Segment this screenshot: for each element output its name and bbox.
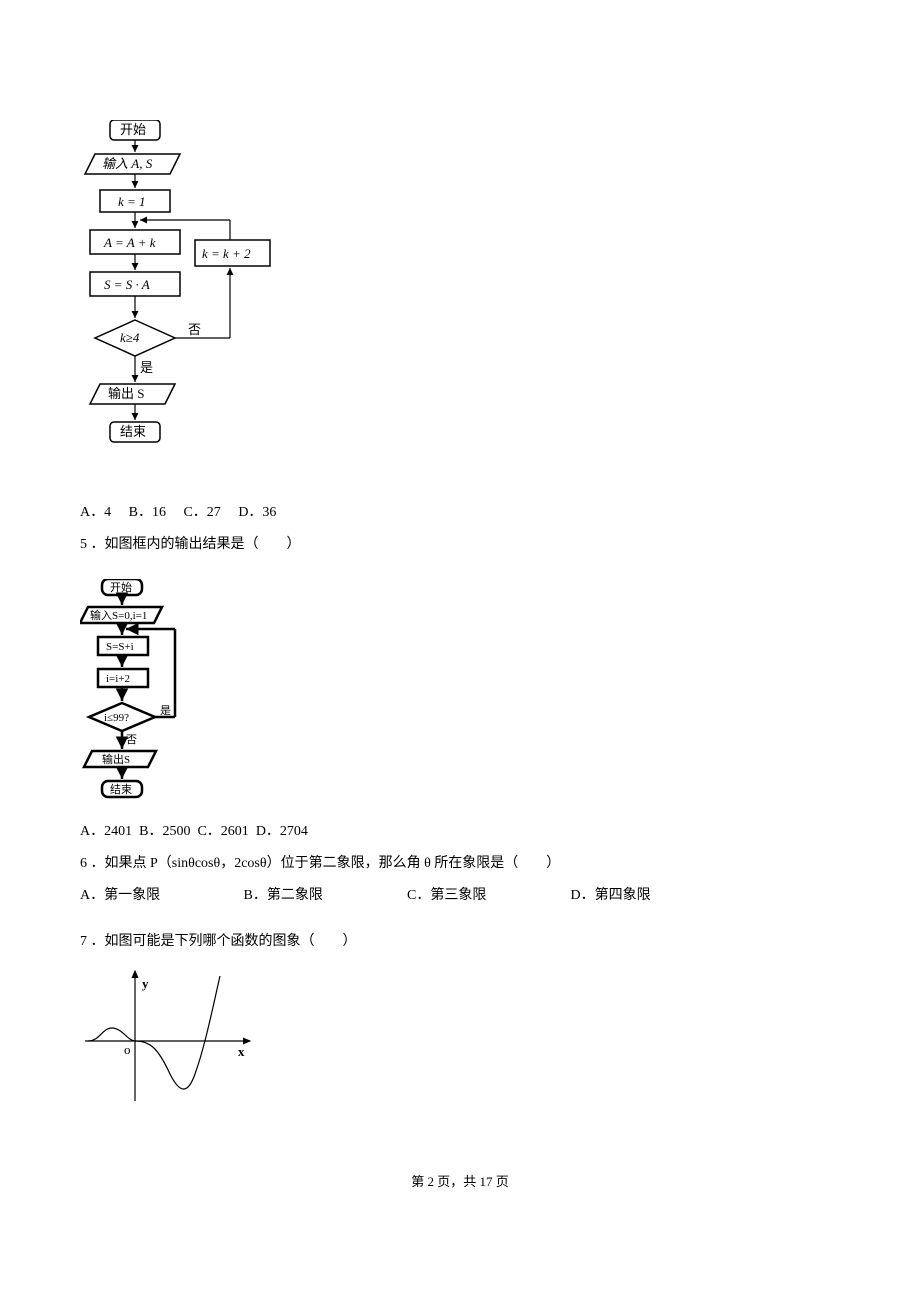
q6-opt-b: B．第二象限: [244, 882, 404, 910]
fc2-cond: i≤99?: [104, 712, 129, 724]
q4-opt-d: D．36: [238, 505, 276, 520]
fc2-step1: S=S+i: [106, 641, 134, 653]
fc2-output: 输出S: [102, 752, 130, 766]
fc1-init: k = 1: [118, 194, 146, 209]
x-axis-label: x: [238, 1044, 245, 1059]
q6-opt-d: D．第四象限: [571, 882, 731, 910]
fc1-update: k = k + 2: [202, 246, 251, 261]
page-container: 开始 输入 A, S k = 1 A = A + k S = S · A k≥4…: [0, 0, 920, 1300]
fc1-step2: S = S · A: [104, 277, 150, 292]
origin-label: o: [124, 1042, 131, 1057]
fc2-yes: 是: [160, 704, 171, 717]
flowchart-2-svg: 开始 输入S=0,i=1 S=S+i i=i+2 i≤99? 是 否: [80, 579, 220, 809]
q5-opt-a: A．2401: [80, 824, 132, 839]
flowchart-1: 开始 输入 A, S k = 1 A = A + k S = S · A k≥4…: [80, 120, 840, 495]
function-graph: y x o: [80, 966, 840, 1111]
q5-opt-c: C．2601: [197, 824, 248, 839]
fc1-yes: 是: [140, 360, 153, 375]
fc1-no: 否: [188, 322, 201, 337]
y-axis-label: y: [142, 976, 149, 991]
q4-opt-a: A．4: [80, 505, 111, 520]
q6-opt-a: A．第一象限: [80, 882, 240, 910]
q5-opt-b: B．2500: [139, 824, 190, 839]
q6-options: A．第一象限 B．第二象限 C．第三象限 D．第四象限: [80, 882, 840, 910]
q7-text: 7 ．如图可能是下列哪个函数的图象（ ）: [80, 928, 840, 956]
fc1-start: 开始: [120, 122, 146, 137]
flowchart-1-svg: 开始 输入 A, S k = 1 A = A + k S = S · A k≥4…: [80, 120, 300, 490]
fc2-input: 输入S=0,i=1: [90, 608, 147, 622]
fc1-step1: A = A + k: [103, 235, 156, 250]
q6-text: 6 ．如果点 P（sinθcosθ，2cosθ）位于第二象限，那么角 θ 所在象…: [80, 850, 840, 878]
q4-options: A．4 B．16 C．27 D．36: [80, 499, 840, 527]
graph-svg: y x o: [80, 966, 260, 1106]
fc1-cond: k≥4: [120, 330, 140, 345]
fc1-output: 输出 S: [108, 386, 144, 401]
q4-opt-b: B．16: [129, 505, 166, 520]
fc2-end: 结束: [110, 783, 132, 796]
q5-opt-d: D．2704: [256, 824, 308, 839]
q5-text: 5 ．如图框内的输出结果是（ ）: [80, 531, 840, 559]
flowchart-2: 开始 输入S=0,i=1 S=S+i i=i+2 i≤99? 是 否: [80, 579, 840, 814]
fc1-end: 结束: [120, 424, 146, 439]
fc2-step2: i=i+2: [106, 673, 130, 685]
fc2-no: 否: [126, 734, 137, 746]
q6-opt-c: C．第三象限: [407, 882, 567, 910]
q5-options: A．2401 B．2500 C．2601 D．2704: [80, 818, 840, 846]
page-footer: 第 2 页，共 17 页: [80, 1171, 840, 1190]
fc1-input: 输入 A, S: [102, 156, 153, 171]
q4-opt-c: C．27: [183, 505, 220, 520]
fc2-start: 开始: [110, 580, 132, 594]
